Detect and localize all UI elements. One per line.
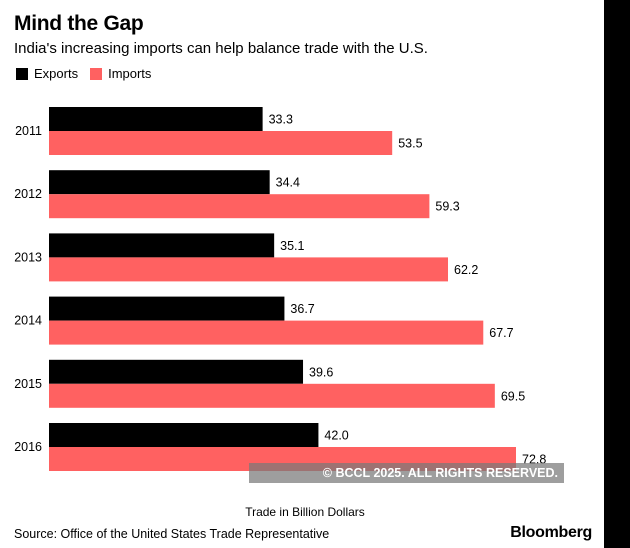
data-label-exports-2016: 42.0: [324, 429, 348, 443]
data-label-exports-2012: 34.4: [276, 176, 300, 190]
data-label-exports-2014: 36.7: [290, 302, 314, 316]
bar-exports-2014: [49, 296, 285, 321]
data-label-imports-2014: 67.7: [489, 326, 513, 340]
data-label-exports-2015: 39.6: [309, 365, 333, 379]
bar-exports-2013: [49, 233, 275, 258]
y-tick-label-2012: 2012: [14, 187, 42, 201]
legend-item-imports: Imports: [90, 66, 151, 81]
data-label-imports-2013: 62.2: [454, 263, 478, 277]
y-tick-label-2016: 2016: [14, 440, 42, 454]
bar-imports-2013: [49, 257, 449, 282]
y-tick-label-2013: 2013: [14, 250, 42, 264]
source-note: Source: Office of the United States Trad…: [14, 527, 330, 541]
copyright-watermark: © BCCL 2025. ALL RIGHTS RESERVED.: [249, 463, 564, 483]
data-label-exports-2013: 35.1: [280, 239, 304, 253]
bar-exports-2011: [49, 107, 263, 131]
legend-item-exports: Exports: [16, 66, 78, 81]
bloomberg-logo: Bloomberg: [510, 524, 592, 541]
bar-imports-2012: [49, 194, 430, 219]
data-label-exports-2011: 33.3: [269, 113, 293, 127]
bar-exports-2016: [49, 423, 319, 447]
y-tick-label-2015: 2015: [14, 377, 42, 391]
chart-title: Mind the Gap: [14, 12, 144, 35]
bar-imports-2011: [49, 131, 393, 155]
data-label-imports-2012: 59.3: [435, 200, 459, 214]
legend-label-exports: Exports: [34, 66, 79, 81]
bar-imports-2015: [49, 383, 495, 408]
bar-chart: 2011 33.3 53.5 2012 34.4 59.3 2013 35.1 62.2 2014…: [14, 107, 546, 471]
data-label-imports-2011: 53.5: [398, 137, 422, 151]
legend-swatch-imports: [90, 67, 103, 80]
y-tick-label-2014: 2014: [14, 314, 42, 328]
right-edge-bar: [604, 0, 630, 548]
y-tick-label-2011: 2011: [15, 124, 42, 138]
legend-label-imports: Imports: [108, 66, 152, 81]
legend: Exports Imports: [16, 66, 163, 81]
bar-exports-2015: [49, 359, 304, 384]
bar-exports-2012: [49, 170, 270, 195]
x-axis-label: Trade in Billion Dollars: [245, 505, 365, 519]
data-label-imports-2015: 69.5: [501, 389, 525, 403]
bar-imports-2014: [49, 320, 484, 345]
legend-swatch-exports: [16, 67, 28, 80]
chart-subtitle: India's increasing imports can help bala…: [14, 40, 428, 57]
